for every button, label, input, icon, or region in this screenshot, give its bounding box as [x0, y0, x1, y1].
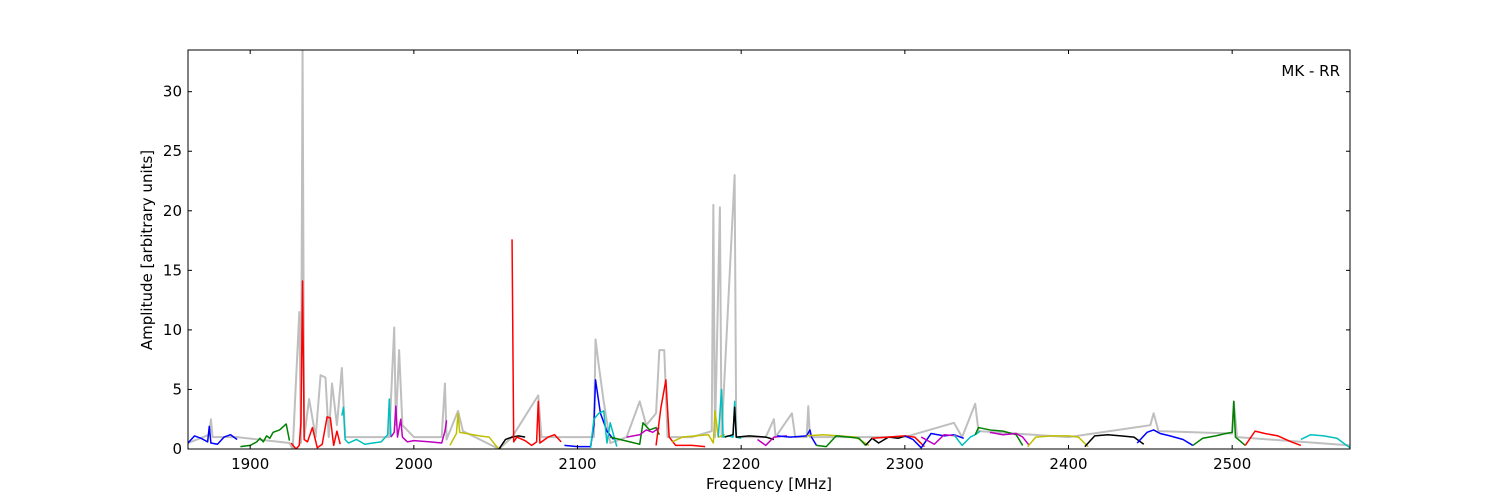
y-axis-label: Amplitude [arbitrary units]: [138, 150, 156, 350]
y-tick-label: 10: [163, 321, 182, 339]
x-tick-label: 1900: [231, 455, 269, 473]
series-line: [390, 405, 448, 444]
x-tick-label: 2100: [558, 455, 596, 473]
x-tick-label: 2400: [1049, 455, 1087, 473]
series-line: [188, 50, 1350, 449]
series-line: [589, 410, 618, 448]
x-tick-label: 2000: [395, 455, 433, 473]
series-line: [1192, 400, 1246, 447]
series-line: [626, 426, 660, 438]
y-tick-label: 15: [163, 261, 182, 279]
series-line: [1027, 435, 1089, 448]
series-line: [188, 425, 238, 445]
y-tick-label: 30: [163, 83, 182, 101]
series-line: [974, 426, 1024, 446]
series-line: [1300, 433, 1350, 449]
y-tick-label: 25: [163, 142, 182, 160]
series-line: [1244, 430, 1302, 447]
series-line: [816, 435, 867, 448]
series-line: [1136, 429, 1194, 447]
plot-frame: [187, 49, 1351, 450]
series-line: [498, 435, 526, 449]
lines: [188, 50, 1350, 449]
series-line: [777, 429, 818, 446]
x-tick-label: 2300: [886, 455, 924, 473]
series-line: [672, 410, 726, 444]
series-line: [724, 406, 775, 441]
x-tick-label: 2500: [1213, 455, 1251, 473]
series-line: [511, 239, 562, 447]
x-tick-label: 2200: [722, 455, 760, 473]
y-tick-label: 5: [172, 380, 182, 398]
series-line: [989, 431, 1030, 446]
series-line: [953, 430, 981, 447]
series-line: [920, 433, 958, 445]
annotation: MK - RR: [1281, 62, 1340, 80]
series-line: [1084, 433, 1145, 448]
x-axis-label: Frequency [MHz]: [706, 475, 832, 493]
series-line: [655, 379, 706, 448]
y-tick-label: 0: [172, 440, 182, 458]
series-line: [865, 435, 906, 446]
y-tick-label: 20: [163, 202, 182, 220]
series-line: [341, 398, 392, 445]
series-line: [240, 423, 291, 448]
plot-area: [188, 50, 1350, 449]
series-line: [449, 412, 500, 449]
series-line: [290, 280, 341, 449]
